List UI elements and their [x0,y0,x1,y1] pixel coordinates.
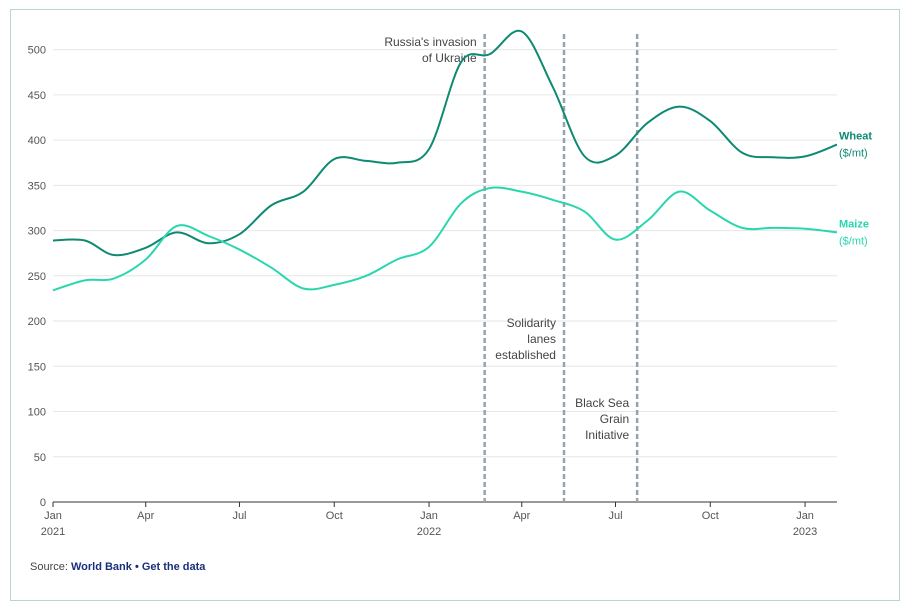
maize-series-label: Maize [839,218,869,230]
y-tick-label: 100 [28,407,46,419]
x-tick-label: Jan [420,510,438,522]
source-separator: • [131,561,142,573]
y-tick-label: 300 [28,226,46,238]
x-tick-label: Oct [702,510,719,522]
x-tick-label: Jul [232,510,246,522]
x-tick-year-label: 2021 [41,526,65,538]
x-tick-label: Jan [796,510,814,522]
source-note: Source: World Bank • Get the data [30,561,205,573]
get-data-link[interactable]: Get the data [141,561,206,573]
x-tick-label: Apr [137,510,154,522]
x-tick-label: Oct [326,510,343,522]
event-annotation-text: established [495,348,556,362]
y-tick-label: 400 [28,135,46,147]
chart-frame [10,9,900,601]
event-markers: Russia's invasion of Ukraine Solidarity lan… [384,34,639,502]
series-labels: Wheat ($/mt) Maize ($/mt) [839,131,872,248]
y-tick-label: 450 [28,90,46,102]
y-tick-label: 0 [40,497,46,509]
event-annotation-text: Russia's invasion [384,35,476,49]
y-tick-label: 200 [28,316,46,328]
maize-unit-label: ($/mt) [839,235,868,247]
x-axis: Jan 2021 Apr Jul Oct Jan 2022 Apr Jul Oct Jan 2023 [41,501,837,538]
event-annotation-text: Black Sea [575,396,629,410]
x-tick-year-label: 2023 [793,526,817,538]
event-annotation-text: of Ukraine [422,51,477,65]
event-annotation-text: Initiative [585,428,629,442]
event-annotation-text: lanes [527,332,556,346]
wheat-series-label: Wheat [839,131,872,143]
wheat-unit-label: ($/mt) [839,148,868,160]
y-tick-label: 150 [28,361,46,373]
wheat-line [52,29,838,257]
x-tick-label: Jul [608,510,622,522]
x-tick-label: Jan [44,510,62,522]
y-tick-label: 250 [28,271,46,283]
maize-line [52,186,838,292]
event-annotation-text: Grain [600,412,629,426]
gridlines [53,49,837,458]
y-tick-label: 50 [34,452,46,464]
y-axis-ticks: 0 50 100 150 200 250 300 350 400 450 500 [28,45,46,509]
series-lines [52,29,838,292]
source-org-link[interactable]: World Bank [70,561,132,573]
source-prefix: Source: [30,561,71,573]
y-tick-label: 500 [28,45,46,57]
x-tick-label: Apr [513,510,530,522]
event-annotation-text: Solidarity [507,316,556,330]
x-tick-year-label: 2022 [417,526,441,538]
y-tick-label: 350 [28,180,46,192]
